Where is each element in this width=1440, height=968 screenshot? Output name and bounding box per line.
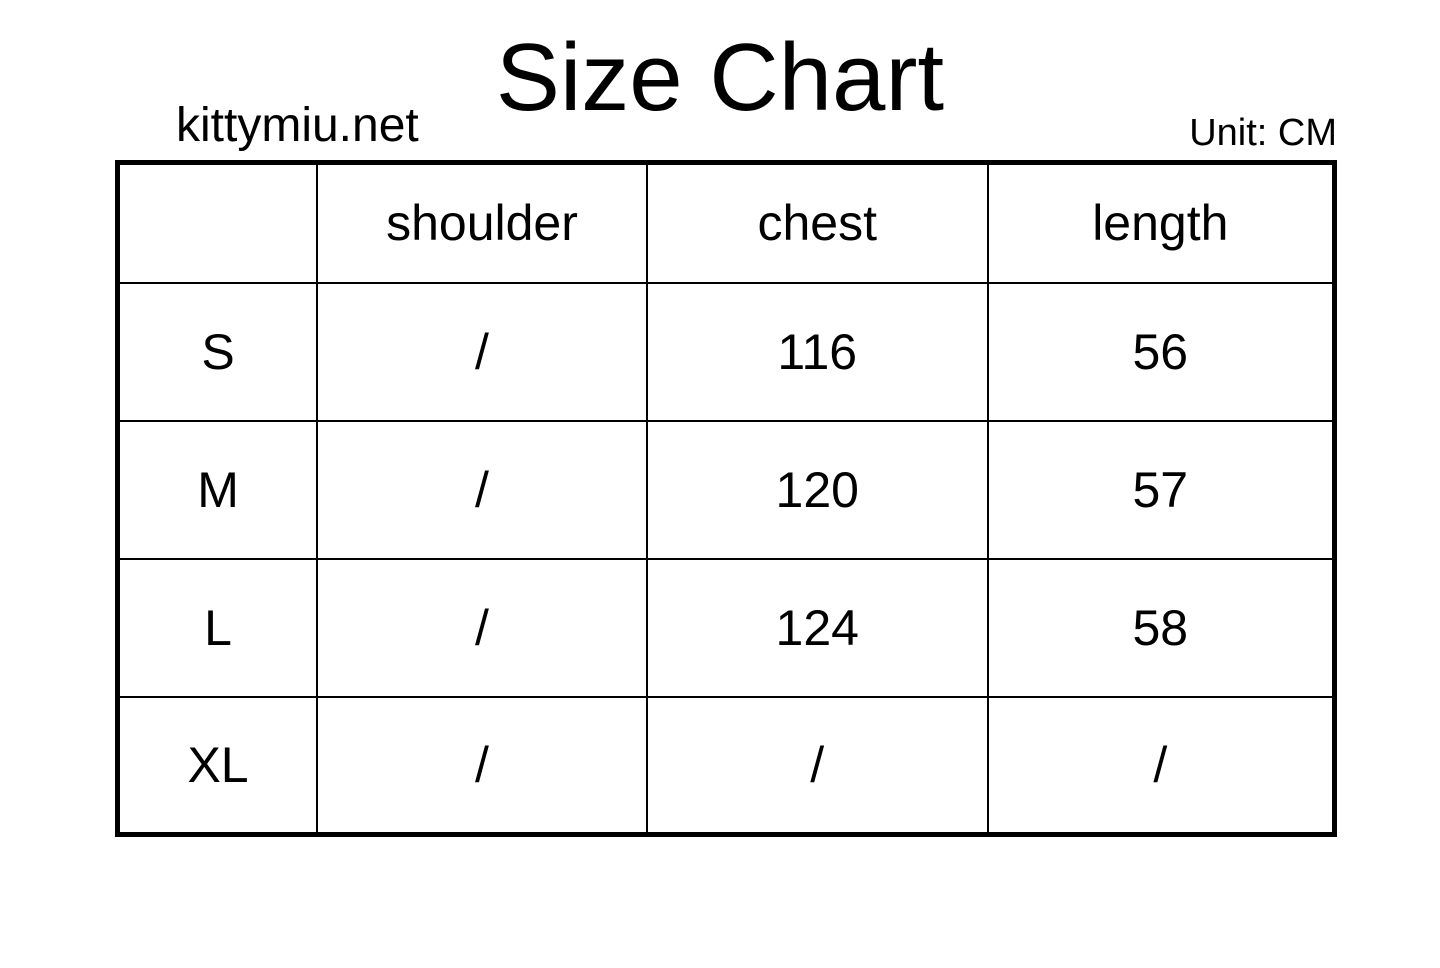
chest-cell: / bbox=[645, 695, 989, 836]
brand-text: kittymiu.net bbox=[176, 99, 419, 152]
table-row-m: M / 120 57 bbox=[116, 419, 1336, 560]
length-cell: 57 bbox=[986, 419, 1336, 560]
length-cell: / bbox=[986, 695, 1336, 836]
chest-cell: 116 bbox=[645, 281, 989, 422]
size-chart-table: shoulder chest length S / 116 56 M / 120… bbox=[115, 160, 1337, 837]
table-row-l: L / 124 58 bbox=[116, 557, 1336, 698]
length-cell: 56 bbox=[986, 281, 1336, 422]
size-label-cell: L bbox=[116, 557, 319, 698]
shoulder-cell: / bbox=[316, 419, 648, 560]
chest-cell: 120 bbox=[645, 419, 989, 560]
page-title: Size Chart bbox=[495, 24, 945, 131]
table-header-row: shoulder chest length bbox=[116, 161, 1336, 284]
unit-label: Unit: CM bbox=[1189, 112, 1337, 154]
table-row-xl: XL / / / bbox=[116, 695, 1336, 836]
column-header-shoulder: shoulder bbox=[316, 161, 648, 284]
shoulder-cell: / bbox=[316, 557, 648, 698]
size-chart-table-container: shoulder chest length S / 116 56 M / 120… bbox=[115, 160, 1337, 837]
size-label-cell: M bbox=[116, 419, 319, 560]
column-header-length: length bbox=[986, 161, 1336, 284]
shoulder-cell: / bbox=[316, 281, 648, 422]
chest-cell: 124 bbox=[645, 557, 989, 698]
column-header-blank bbox=[116, 161, 319, 284]
shoulder-cell: / bbox=[316, 695, 648, 836]
column-header-chest: chest bbox=[645, 161, 989, 284]
size-label-cell: XL bbox=[116, 695, 319, 836]
length-cell: 58 bbox=[986, 557, 1336, 698]
table-row-s: S / 116 56 bbox=[116, 281, 1336, 422]
size-label-cell: S bbox=[116, 281, 319, 422]
